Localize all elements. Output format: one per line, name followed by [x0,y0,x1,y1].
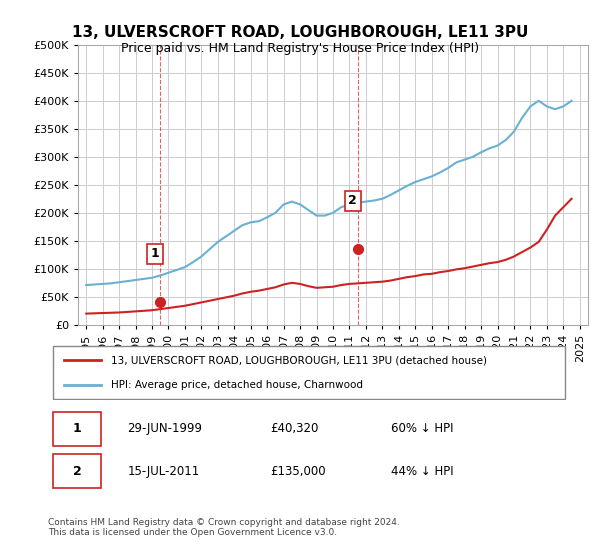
FancyBboxPatch shape [53,346,565,399]
Text: 13, ULVERSCROFT ROAD, LOUGHBOROUGH, LE11 3PU: 13, ULVERSCROFT ROAD, LOUGHBOROUGH, LE11… [72,25,528,40]
Text: Contains HM Land Registry data © Crown copyright and database right 2024.
This d: Contains HM Land Registry data © Crown c… [48,518,400,538]
FancyBboxPatch shape [53,454,101,488]
Text: 2: 2 [73,465,82,478]
FancyBboxPatch shape [53,412,101,446]
Text: HPI: Average price, detached house, Charnwood: HPI: Average price, detached house, Char… [112,380,364,390]
Text: Price paid vs. HM Land Registry's House Price Index (HPI): Price paid vs. HM Land Registry's House … [121,42,479,55]
Text: 2: 2 [349,194,357,207]
Text: 13, ULVERSCROFT ROAD, LOUGHBOROUGH, LE11 3PU (detached house): 13, ULVERSCROFT ROAD, LOUGHBOROUGH, LE11… [112,355,487,365]
Text: 1: 1 [151,248,160,260]
Text: 1: 1 [73,422,82,435]
Text: 60% ↓ HPI: 60% ↓ HPI [391,422,454,435]
Text: 15-JUL-2011: 15-JUL-2011 [127,465,199,478]
Text: £135,000: £135,000 [270,465,325,478]
Text: 44% ↓ HPI: 44% ↓ HPI [391,465,454,478]
Text: £40,320: £40,320 [270,422,318,435]
Text: 29-JUN-1999: 29-JUN-1999 [127,422,202,435]
